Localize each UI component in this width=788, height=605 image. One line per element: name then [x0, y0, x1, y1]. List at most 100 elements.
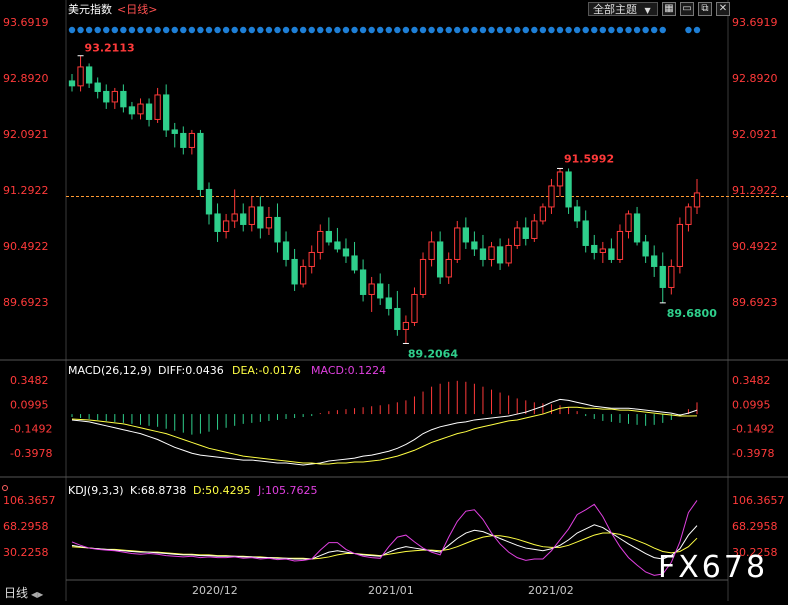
signal-dot [685, 26, 692, 34]
signal-dot [68, 26, 76, 34]
signal-dot [556, 26, 564, 34]
signal-dot [488, 26, 495, 34]
signal-dot [565, 26, 572, 34]
candle-down [85, 66, 93, 84]
macd-tick-left: 0.3482 [10, 374, 49, 387]
candle-up [188, 132, 196, 148]
candle-down [94, 82, 101, 92]
signal-dot [454, 26, 461, 34]
candle-down [385, 297, 392, 309]
signal-dot [539, 26, 547, 34]
signal-dot [633, 26, 641, 34]
signal-dot [137, 26, 144, 34]
signal-dots-row [68, 26, 701, 34]
candle-down [462, 227, 469, 243]
price-tick-right: 92.0921 [732, 128, 778, 141]
candle-up [265, 216, 273, 229]
macd-tick-left: -0.1492 [10, 423, 52, 436]
signal-dot [85, 26, 93, 34]
signal-dot [505, 26, 512, 34]
candle-down [68, 80, 76, 87]
signal-dot [77, 26, 84, 34]
price-tick-left: 91.2922 [3, 184, 49, 197]
price-axis-labels: 93.6919 93.6919 92.8920 92.8920 92.0921 92.09… [3, 16, 778, 309]
signal-dot [128, 26, 136, 34]
signal-dot [231, 26, 238, 34]
candle-up [505, 244, 512, 264]
signal-dot [308, 26, 315, 34]
kdj-tick-left: 106.3657 [3, 494, 56, 507]
candle-up [676, 223, 684, 267]
signal-dot [591, 26, 598, 34]
annotation-mid-high: 91.5992 [564, 152, 614, 165]
price-tick-left: 92.8920 [3, 72, 49, 85]
macd-diff-value: DIFF:0.0436 [158, 364, 224, 377]
price-tick-left: 92.0921 [3, 128, 49, 141]
period-arrow-icon: ◀▶ [31, 590, 44, 599]
minimize-icon[interactable]: ▭ [680, 2, 694, 16]
signal-dot [642, 26, 649, 34]
candle-down [197, 132, 204, 190]
signal-dot [291, 26, 298, 34]
price-tick-left: 93.6919 [3, 16, 49, 29]
macd-tick-left: 0.0995 [10, 398, 49, 411]
candle-up [77, 66, 84, 87]
signal-dot [222, 26, 230, 34]
candle-up [616, 230, 624, 260]
signal-dot [462, 26, 470, 34]
candle-up [556, 171, 564, 187]
kdj-tick-left: 30.2258 [3, 546, 49, 559]
close-icon[interactable]: ✕ [716, 2, 730, 16]
candle-down [591, 244, 598, 253]
price-tick-right: 91.2922 [732, 184, 778, 197]
period-label: 日线 [4, 586, 29, 600]
signal-dot [659, 26, 666, 34]
maximize-icon[interactable]: ⧉ [698, 2, 712, 16]
candle-up [539, 206, 547, 222]
candle-up [300, 265, 307, 285]
kdj-settings-icon[interactable] [2, 485, 8, 491]
period-tag[interactable]: <日线> [117, 2, 157, 16]
candle-down [180, 132, 187, 148]
macd-tick-right: 0.0995 [732, 398, 771, 411]
candle-up [693, 192, 701, 208]
candle-up [428, 241, 435, 260]
candle-down [163, 94, 170, 131]
signal-dot [411, 26, 418, 34]
candle-up [317, 230, 324, 253]
signal-dot [180, 26, 187, 34]
candle-down [565, 171, 572, 208]
grid-icon[interactable]: ▦ [662, 2, 676, 16]
signal-dot [351, 26, 358, 34]
candle-down [582, 220, 589, 246]
candle-down [573, 206, 581, 222]
price-tick-right: 92.8920 [732, 72, 778, 85]
signal-dot [162, 26, 170, 34]
candle-up [419, 258, 427, 295]
signal-dot [111, 26, 119, 34]
signal-dot [479, 26, 487, 34]
kdj-d-value: D:50.4295 [193, 484, 251, 497]
candle-down [471, 241, 478, 250]
candle-down [240, 213, 247, 225]
candle-down [651, 255, 658, 267]
kdj-j-line [71, 500, 698, 576]
kdj-tick-right: 106.3657 [732, 494, 785, 507]
candle-down [351, 255, 358, 271]
candle-down [342, 248, 350, 257]
candle-up [154, 94, 161, 120]
signal-dot [650, 26, 658, 34]
macd-diff-line [71, 398, 698, 466]
signal-dot [616, 26, 624, 34]
theme-select[interactable]: 全部主题 ▼ [588, 2, 658, 16]
candle-up [599, 248, 606, 253]
candle-down [274, 216, 281, 243]
macd-tick-right: 0.3482 [732, 374, 771, 387]
period-selector[interactable]: 日线 ◀▶ [4, 584, 43, 601]
signal-dot [436, 26, 444, 34]
candle-up [625, 213, 632, 232]
x-label-2020-12: 2020/12 [192, 584, 238, 597]
candle-down [436, 241, 444, 278]
